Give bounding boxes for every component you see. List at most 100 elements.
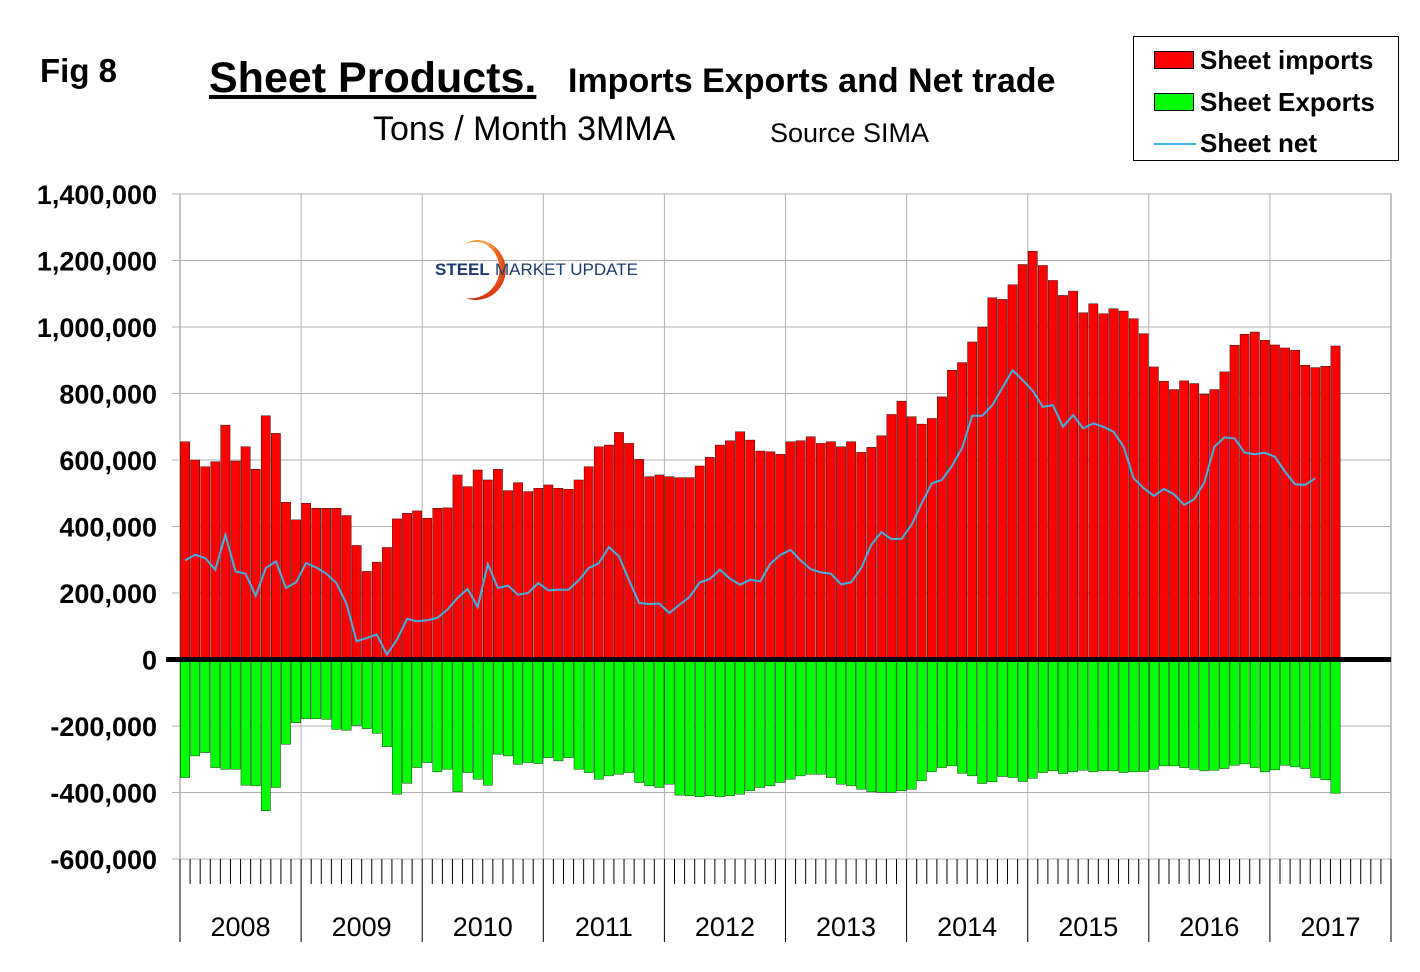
exports-bar [422, 659, 433, 763]
x-year-label: 2015 [1058, 912, 1118, 942]
imports-bar [947, 370, 957, 660]
imports-bar [1199, 393, 1210, 660]
imports-bar [1159, 380, 1169, 660]
exports-bar [341, 659, 352, 731]
exports-bar [664, 659, 675, 785]
exports-bar [442, 659, 453, 770]
imports-bar [977, 326, 988, 660]
imports-bar [906, 416, 917, 660]
exports-bar [775, 659, 786, 783]
imports-bar [301, 503, 311, 660]
imports-bar [1270, 344, 1280, 660]
exports-bar [926, 659, 937, 773]
exports-bar [896, 659, 907, 792]
exports-bar [826, 659, 836, 778]
exports-bar [392, 659, 402, 795]
imports-bar [1290, 350, 1300, 660]
exports-bar [836, 659, 846, 785]
imports-bar [805, 436, 816, 660]
exports-bar [1138, 659, 1149, 772]
exports-bar [856, 659, 867, 790]
imports-bar [745, 439, 756, 660]
exports-bar [624, 659, 634, 773]
imports-bar [1068, 290, 1078, 660]
exports-bar [1270, 659, 1280, 771]
exports-bar [846, 659, 856, 787]
y-tick-label: -400,000 [50, 779, 157, 809]
exports-bar [553, 659, 564, 762]
imports-bar [1310, 367, 1321, 660]
legend: Sheet imports Sheet Exports Sheet net [1133, 36, 1399, 161]
x-year-label: 2014 [937, 912, 997, 942]
net-swatch [1154, 143, 1196, 145]
figure-label: Fig 8 [40, 52, 118, 89]
exports-bar [1179, 659, 1189, 768]
exports-bar [1017, 659, 1028, 782]
exports-bar [271, 659, 281, 788]
imports-bar [291, 519, 301, 660]
imports-bar [1189, 383, 1200, 660]
imports-bar [654, 474, 665, 660]
x-year-label: 2013 [816, 912, 876, 942]
exports-bar [957, 659, 967, 774]
chart-subtitle: Tons / Month 3MMA [373, 110, 676, 148]
exports-swatch [1154, 93, 1194, 111]
imports-bar [1027, 250, 1038, 660]
exports-bar [321, 659, 332, 720]
exports-bar [1058, 659, 1068, 774]
x-year-label: 2016 [1179, 912, 1239, 942]
imports-bar [916, 423, 927, 660]
imports-bar [614, 432, 624, 660]
imports-bar [826, 441, 836, 660]
imports-bar [1138, 333, 1149, 660]
x-year-label: 2017 [1300, 912, 1360, 942]
y-tick-label: -600,000 [50, 845, 157, 875]
imports-bar [1320, 366, 1331, 660]
imports-bar [422, 517, 433, 660]
exports-bar [725, 659, 735, 797]
exports-bar [513, 659, 523, 765]
legend-net-label: Sheet net [1200, 128, 1318, 158]
exports-bar [947, 659, 957, 767]
imports-bar [715, 444, 725, 660]
exports-bar [866, 659, 877, 793]
y-tick-label: 600,000 [59, 446, 157, 476]
exports-bar [614, 659, 624, 775]
exports-bar [180, 659, 190, 778]
chart-title-rest: Imports Exports and Net trade [568, 62, 1056, 100]
exports-bar [1037, 659, 1048, 773]
logo-swoosh-icon [465, 239, 506, 300]
exports-bar [765, 659, 776, 787]
exports-bar [815, 659, 826, 775]
imports-bar [1179, 380, 1189, 660]
exports-bar [503, 659, 513, 757]
imports-bar [1219, 371, 1230, 660]
imports-bar [1098, 313, 1109, 660]
exports-bar [1229, 659, 1240, 766]
imports-bar-series [180, 250, 1341, 660]
imports-bar [311, 508, 322, 660]
imports-bar [190, 459, 200, 660]
exports-bar [1290, 659, 1300, 768]
exports-bar [1310, 659, 1321, 778]
imports-bar [815, 443, 826, 660]
imports-bar [523, 491, 534, 660]
imports-bar [321, 508, 332, 660]
exports-bar [250, 659, 261, 787]
exports-bar [715, 659, 725, 798]
exports-bar [230, 659, 241, 770]
imports-bar [987, 297, 998, 660]
imports-bar [553, 488, 564, 660]
exports-bar [755, 659, 766, 788]
imports-bar [755, 450, 766, 660]
imports-bar [442, 507, 453, 660]
exports-bar [886, 659, 897, 793]
imports-bar [1249, 331, 1260, 660]
imports-bar [1088, 303, 1099, 660]
exports-bar [1149, 659, 1159, 770]
imports-bar [371, 561, 382, 660]
exports-bar [1300, 659, 1311, 769]
exports-bar [1169, 659, 1179, 767]
imports-bar [583, 466, 594, 660]
exports-bar [200, 659, 211, 753]
